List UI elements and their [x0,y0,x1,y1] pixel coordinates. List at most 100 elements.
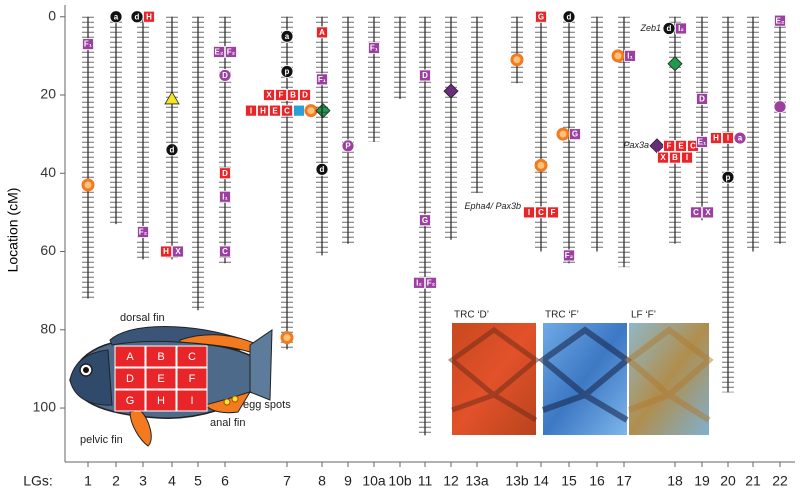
qtl-label: d [170,145,175,154]
qtl-label: G [422,216,428,225]
lg-label: 14 [533,473,549,489]
qtl-label: I₁ [222,192,228,201]
qtl-label: a [285,32,290,41]
qtl-label: C [222,247,228,256]
lg-label: 22 [772,473,788,489]
y-tick-label: 80 [40,320,56,336]
qtl-label: F [667,141,672,150]
fish-region [176,345,208,368]
qtl-mark [535,10,547,23]
qtl-mark [710,132,722,144]
qtl-mark [213,46,225,58]
qtl-mark [624,49,636,62]
qtl-label: F₁ [84,40,93,49]
lg-label: 9 [344,473,352,489]
qtl-label: F₂ [427,278,436,287]
qtl-mark [280,29,294,43]
qtl-label: G [572,130,578,139]
qtl-mark [81,178,95,192]
fish-region [114,389,146,412]
lg-label: 10b [388,473,412,489]
qtl-mark [137,226,149,238]
qtl-label: F₂ [227,48,236,57]
qtl-label: p [726,173,731,182]
qtl-label: F₁ [370,44,379,53]
y-tick-label: 60 [40,242,56,258]
qtl-label: a [114,12,119,21]
photo [543,323,627,435]
gene-label: Pax3a [623,140,649,150]
qtl-mark [556,127,570,141]
qtl-label: C [690,141,696,150]
qtl-label: D [222,71,228,80]
lg-label: 7 [283,473,291,489]
qtl-mark [696,93,708,105]
qtl-mark [649,138,665,154]
photo-panels: TRC ‘D’ TRC ‘F’ LF ‘F’ [447,310,714,435]
qtl-label: F₁ [318,75,327,84]
photo-caption: TRC ‘D’ [454,310,489,321]
fish-region [114,367,146,390]
fish-label: anal fin [210,417,245,429]
qtl-mark [569,128,581,141]
qtl-label: G [538,12,544,21]
qtl-mark [82,38,94,51]
qtl-label: H [146,12,152,21]
qtl-mark [669,151,681,164]
qtl-label: D [302,91,308,100]
qtl-mark [681,151,693,164]
qtl-mark [280,65,294,78]
qtl-label: X [175,247,181,256]
qtl-label: C [693,208,699,217]
fish-region [145,367,177,390]
qtl-mark [293,104,305,117]
qtl-mark [773,100,787,114]
y-tick-label: 20 [40,86,56,102]
qtl-mark [547,206,559,219]
qtl-label: I [528,208,530,217]
qtl-label: X [705,208,711,217]
lg-label: 19 [694,473,710,489]
lg-label: 4 [168,473,176,489]
fish-region-label: F [189,373,196,385]
fish-region-label: E [157,373,164,385]
qtl-mark [425,276,437,289]
lg-label: 13b [505,473,529,489]
qtl-label: F₂ [139,228,148,237]
qtl-mark [165,143,179,157]
qtl-mark [304,104,318,118]
qtl-label: E₁ [698,138,707,147]
lg-label: 17 [616,473,632,489]
qtl-label: d [567,12,572,21]
qtl-mark [535,206,547,219]
lg-label: 18 [667,473,683,489]
qtl-mark [690,206,702,219]
x-axis-title: LGs: [23,473,53,489]
y-tick-label: 0 [48,7,56,23]
y-tick-label: 40 [40,164,56,180]
qtl-label: P [345,141,351,150]
qtl-label: d [135,12,140,21]
fish-label: pelvic fin [80,434,123,446]
qtl-mark [225,46,237,58]
photo [452,323,536,435]
y-axis-title: Location (cM) [5,188,21,273]
fish-region-label: C [188,351,196,363]
qtl-label: p [285,67,290,76]
lg-label: 12 [443,473,459,489]
gene-label: Zeb1 [639,23,661,33]
qtl-label: E [272,106,278,115]
qtl-mark [287,89,299,101]
lg-label: 11 [418,473,433,489]
qtl-label: D [699,95,705,104]
qtl-label: a [738,134,743,143]
qtl-label: C [284,106,290,115]
fish-region [176,367,208,390]
qtl-label: d [667,24,672,33]
lg-label: 15 [561,473,577,489]
lg-label: 3 [139,473,147,489]
lg-label: 5 [194,473,202,489]
qtl-label: I₁ [627,51,633,60]
qtl-label: X [266,91,272,100]
